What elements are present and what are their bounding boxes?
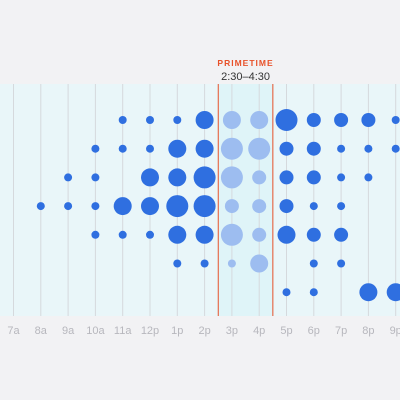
primetime-range-label: 2:30–4:30 <box>221 71 270 83</box>
x-tick-label-9a: 9a <box>62 325 75 337</box>
data-dot <box>277 225 296 244</box>
data-dot <box>252 170 267 185</box>
data-dot <box>306 141 321 156</box>
data-dot <box>168 168 187 187</box>
data-dot <box>391 144 400 153</box>
data-dot <box>337 144 346 153</box>
data-dot <box>173 116 182 124</box>
data-dot <box>64 202 73 211</box>
x-tick-label-3p: 3p <box>226 325 238 337</box>
data-dot <box>364 173 373 182</box>
data-dot <box>146 230 154 239</box>
data-dot <box>91 144 100 153</box>
data-dot <box>195 139 214 158</box>
x-tick-label-12p: 12p <box>141 325 159 337</box>
data-dot <box>361 113 376 127</box>
data-dot <box>227 259 236 268</box>
data-dot <box>282 288 291 297</box>
x-tick-label-10a: 10a <box>86 325 105 337</box>
data-dot <box>250 254 269 273</box>
data-dot <box>306 113 321 127</box>
data-dot <box>168 225 187 244</box>
x-tick-label-7p: 7p <box>335 325 347 337</box>
data-dot <box>250 111 269 129</box>
data-dot <box>220 166 243 189</box>
data-dot <box>337 259 346 268</box>
dots-group <box>36 109 400 302</box>
data-dot <box>195 225 214 244</box>
x-tick-label-8p: 8p <box>362 325 374 337</box>
data-dot <box>36 202 45 211</box>
data-dot <box>337 202 346 211</box>
data-dot <box>359 283 378 302</box>
data-dot <box>309 202 318 211</box>
data-dot <box>195 111 214 129</box>
data-dot <box>279 199 294 214</box>
data-dot <box>91 230 100 239</box>
x-tick-label-1p: 1p <box>171 325 183 337</box>
data-dot <box>113 197 132 216</box>
x-tick-label-5p: 5p <box>280 325 292 337</box>
data-dot <box>248 137 271 160</box>
data-dot <box>193 166 216 189</box>
data-dot <box>118 230 127 239</box>
data-dot <box>279 170 294 185</box>
x-axis: 7a 8a 9a 10a 11a 12p 1p 2p 3p 4p 5p 6p 7p 8p 9p <box>7 325 400 337</box>
data-dot <box>193 195 216 218</box>
data-dot <box>252 199 267 214</box>
data-dot <box>309 259 318 268</box>
x-tick-label-6p: 6p <box>308 325 320 337</box>
data-dot <box>275 109 298 131</box>
data-dot <box>334 113 349 127</box>
data-dot <box>224 199 239 214</box>
data-dot <box>91 173 100 182</box>
data-dot <box>252 227 267 242</box>
data-dot <box>306 170 321 185</box>
data-dot <box>364 144 373 153</box>
data-dot <box>118 144 127 153</box>
x-tick-label-8a: 8a <box>35 325 48 337</box>
data-dot <box>200 259 209 268</box>
data-dot <box>166 195 189 218</box>
data-dot <box>118 116 127 124</box>
data-dot <box>146 144 154 153</box>
data-dot <box>309 288 318 297</box>
data-dot <box>306 227 321 242</box>
data-dot <box>386 283 400 302</box>
data-dot <box>141 197 159 216</box>
data-dot <box>146 116 154 124</box>
data-dot <box>334 227 349 242</box>
x-tick-label-4p: 4p <box>253 325 265 337</box>
primetime-label: PRIMETIME <box>217 58 273 68</box>
x-tick-label-11a: 11a <box>114 325 132 337</box>
data-dot <box>279 141 294 156</box>
data-dot <box>64 173 73 182</box>
data-dot <box>337 173 346 182</box>
data-dot <box>391 116 400 124</box>
data-dot <box>220 223 243 246</box>
data-dot <box>91 202 100 211</box>
x-tick-label-2p: 2p <box>198 325 210 337</box>
data-dot <box>173 259 182 268</box>
x-tick-label-7a: 7a <box>7 325 20 337</box>
data-dot <box>141 168 159 187</box>
x-tick-label-9p: 9p <box>390 325 400 337</box>
data-dot <box>222 111 241 129</box>
data-dot <box>220 137 243 160</box>
data-dot <box>168 139 187 158</box>
